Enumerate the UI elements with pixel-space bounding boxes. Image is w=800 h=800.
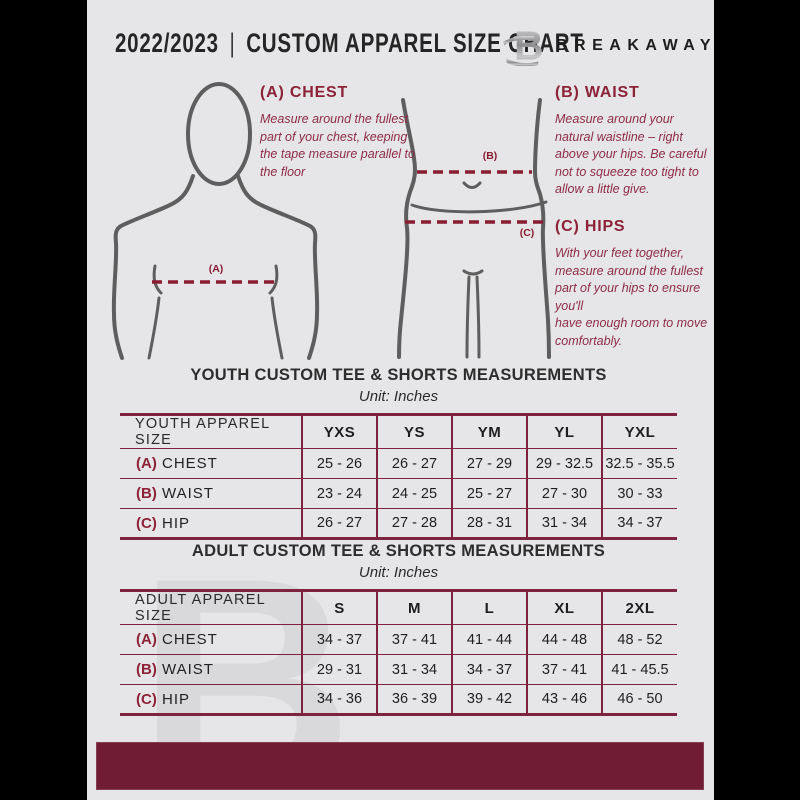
size-value-cell: 24 - 25: [376, 478, 452, 509]
hips-heading: (C) HIPS: [555, 218, 626, 235]
size-value-cell: 29 - 32.5: [526, 448, 602, 479]
column-header: YS: [376, 414, 452, 449]
size-value-cell: 25 - 27: [451, 478, 527, 509]
footer-bar: [96, 742, 704, 790]
row-name: WAIST: [162, 661, 214, 678]
brand-name: BREAKAWAY: [556, 37, 714, 54]
adult-size-table: ADULT APPAREL SIZE S M L XL 2XL (A) CHES…: [120, 589, 677, 716]
row-label: (B) WAIST: [120, 478, 302, 509]
size-value-cell: 27 - 28: [376, 508, 452, 539]
row-name: HIP: [162, 514, 191, 532]
column-header: 2XL: [601, 590, 677, 625]
row-name: CHEST: [162, 631, 218, 648]
adult-size-section: ADULT CUSTOM TEE & SHORTS MEASUREMENTS U…: [120, 542, 677, 716]
size-value-cell: 25 - 26: [301, 448, 377, 479]
size-value-cell: 31 - 34: [376, 654, 452, 685]
row-prefix: (A): [136, 455, 157, 472]
youth-size-table: YOUTH APPAREL SIZE YXS YS YM YL YXL (A) …: [120, 413, 677, 540]
column-header: YL: [526, 414, 602, 449]
table-row: (A) CHEST 25 - 26 26 - 27 27 - 29 29 - 3…: [120, 448, 677, 479]
size-value-cell: 46 - 50: [601, 684, 677, 715]
youth-size-section: YOUTH CUSTOM TEE & SHORTS MEASUREMENTS U…: [120, 366, 677, 540]
brand-lockup: B BREAKAWAY: [502, 20, 714, 66]
column-header: ADULT APPAREL SIZE: [135, 592, 266, 624]
column-header: XL: [526, 590, 602, 625]
size-value-cell: 30 - 33: [601, 478, 677, 509]
row-name: WAIST: [162, 485, 214, 502]
chest-body-text: Measure around the fullest part of your …: [260, 112, 415, 179]
row-prefix: (C): [136, 514, 157, 532]
size-value-cell: 27 - 29: [451, 448, 527, 479]
youth-table-unit: Unit: Inches: [358, 388, 439, 405]
chest-heading: (A) CHEST: [260, 84, 349, 101]
row-prefix: (B): [136, 485, 157, 502]
column-header: M: [376, 590, 452, 625]
column-header: YXS: [301, 414, 377, 449]
size-value-cell: 28 - 31: [451, 508, 527, 539]
size-value-cell: 34 - 37: [301, 624, 377, 655]
size-value-cell: 39 - 42: [451, 684, 527, 715]
size-value-cell: 26 - 27: [301, 508, 377, 539]
title-label: CUSTOM APPAREL SIZE CHART: [246, 28, 584, 58]
row-prefix: (C): [136, 690, 157, 708]
waist-heading: (B) WAIST: [555, 84, 640, 101]
size-value-cell: 44 - 48: [526, 624, 602, 655]
adult-table-unit: Unit: Inches: [358, 564, 439, 581]
size-value-cell: 23 - 24: [301, 478, 377, 509]
size-value-cell: 41 - 45.5: [601, 654, 677, 685]
hips-instructions: (C) HIPS With your feet together, measur…: [555, 218, 713, 350]
size-value-cell: 48 - 52: [601, 624, 677, 655]
chest-diagram-label: (A): [208, 263, 224, 275]
table-row: (A) CHEST 34 - 37 37 - 41 41 - 44 44 - 4…: [120, 624, 677, 655]
waist-diagram-label: (B): [482, 150, 498, 162]
row-label: (C) HIP: [120, 684, 302, 715]
table-header-row: YOUTH APPAREL SIZE YXS YS YM YL YXL: [120, 414, 677, 449]
row-label: (B) WAIST: [120, 654, 302, 685]
size-value-cell: 34 - 36: [301, 684, 377, 715]
waist-instructions: (B) WAIST Measure around your natural wa…: [555, 84, 707, 199]
row-label: (A) CHEST: [120, 448, 302, 479]
svg-text:B: B: [514, 22, 544, 66]
column-header: S: [301, 590, 377, 625]
column-header: YM: [451, 414, 527, 449]
size-value-cell: 26 - 27: [376, 448, 452, 479]
size-value-cell: 41 - 44: [451, 624, 527, 655]
table-row: (B) WAIST 29 - 31 31 - 34 34 - 37 37 - 4…: [120, 654, 677, 685]
size-value-cell: 32.5 - 35.5: [601, 448, 677, 479]
youth-table-title: YOUTH CUSTOM TEE & SHORTS MEASUREMENTS: [190, 366, 607, 384]
row-label: (C) HIP: [120, 508, 302, 539]
page-title: 2022/2023 | CUSTOM APPAREL SIZE CHART: [115, 28, 584, 59]
size-value-cell: 43 - 46: [526, 684, 602, 715]
waist-body-text: Measure around your natural waistline – …: [555, 112, 707, 196]
size-value-cell: 34 - 37: [601, 508, 677, 539]
size-value-cell: 36 - 39: [376, 684, 452, 715]
table-row: (C) HIP 34 - 36 36 - 39 39 - 42 43 - 46 …: [120, 684, 677, 715]
hips-body-text: With your feet together, measure around …: [555, 246, 708, 348]
season-label: 2022/2023: [115, 28, 219, 58]
table-header-row: ADULT APPAREL SIZE S M L XL 2XL: [120, 590, 677, 625]
row-name: HIP: [162, 690, 191, 708]
title-divider: |: [229, 28, 236, 58]
breakaway-logo-icon: B: [503, 22, 544, 66]
row-name: CHEST: [162, 455, 218, 472]
row-prefix: (A): [136, 631, 157, 648]
size-value-cell: 37 - 41: [376, 624, 452, 655]
table-row: (C) HIP 26 - 27 27 - 28 28 - 31 31 - 34 …: [120, 508, 677, 539]
size-value-cell: 31 - 34: [526, 508, 602, 539]
row-label: (A) CHEST: [120, 624, 302, 655]
hips-diagram-label: (C): [519, 227, 535, 239]
size-value-cell: 27 - 30: [526, 478, 602, 509]
page: B 2022/2023 | CUSTOM APPAREL SIZE CHART B …: [87, 0, 714, 800]
size-value-cell: 34 - 37: [451, 654, 527, 685]
table-row: (B) WAIST 23 - 24 24 - 25 25 - 27 27 - 3…: [120, 478, 677, 509]
chest-instructions: (A) CHEST Measure around the fullest par…: [260, 84, 422, 181]
column-header: YOUTH APPAREL SIZE: [135, 416, 270, 448]
row-prefix: (B): [136, 661, 157, 678]
column-header: L: [451, 590, 527, 625]
size-value-cell: 37 - 41: [526, 654, 602, 685]
adult-table-title: ADULT CUSTOM TEE & SHORTS MEASUREMENTS: [191, 542, 606, 560]
size-value-cell: 29 - 31: [301, 654, 377, 685]
column-header: YXL: [601, 414, 677, 449]
